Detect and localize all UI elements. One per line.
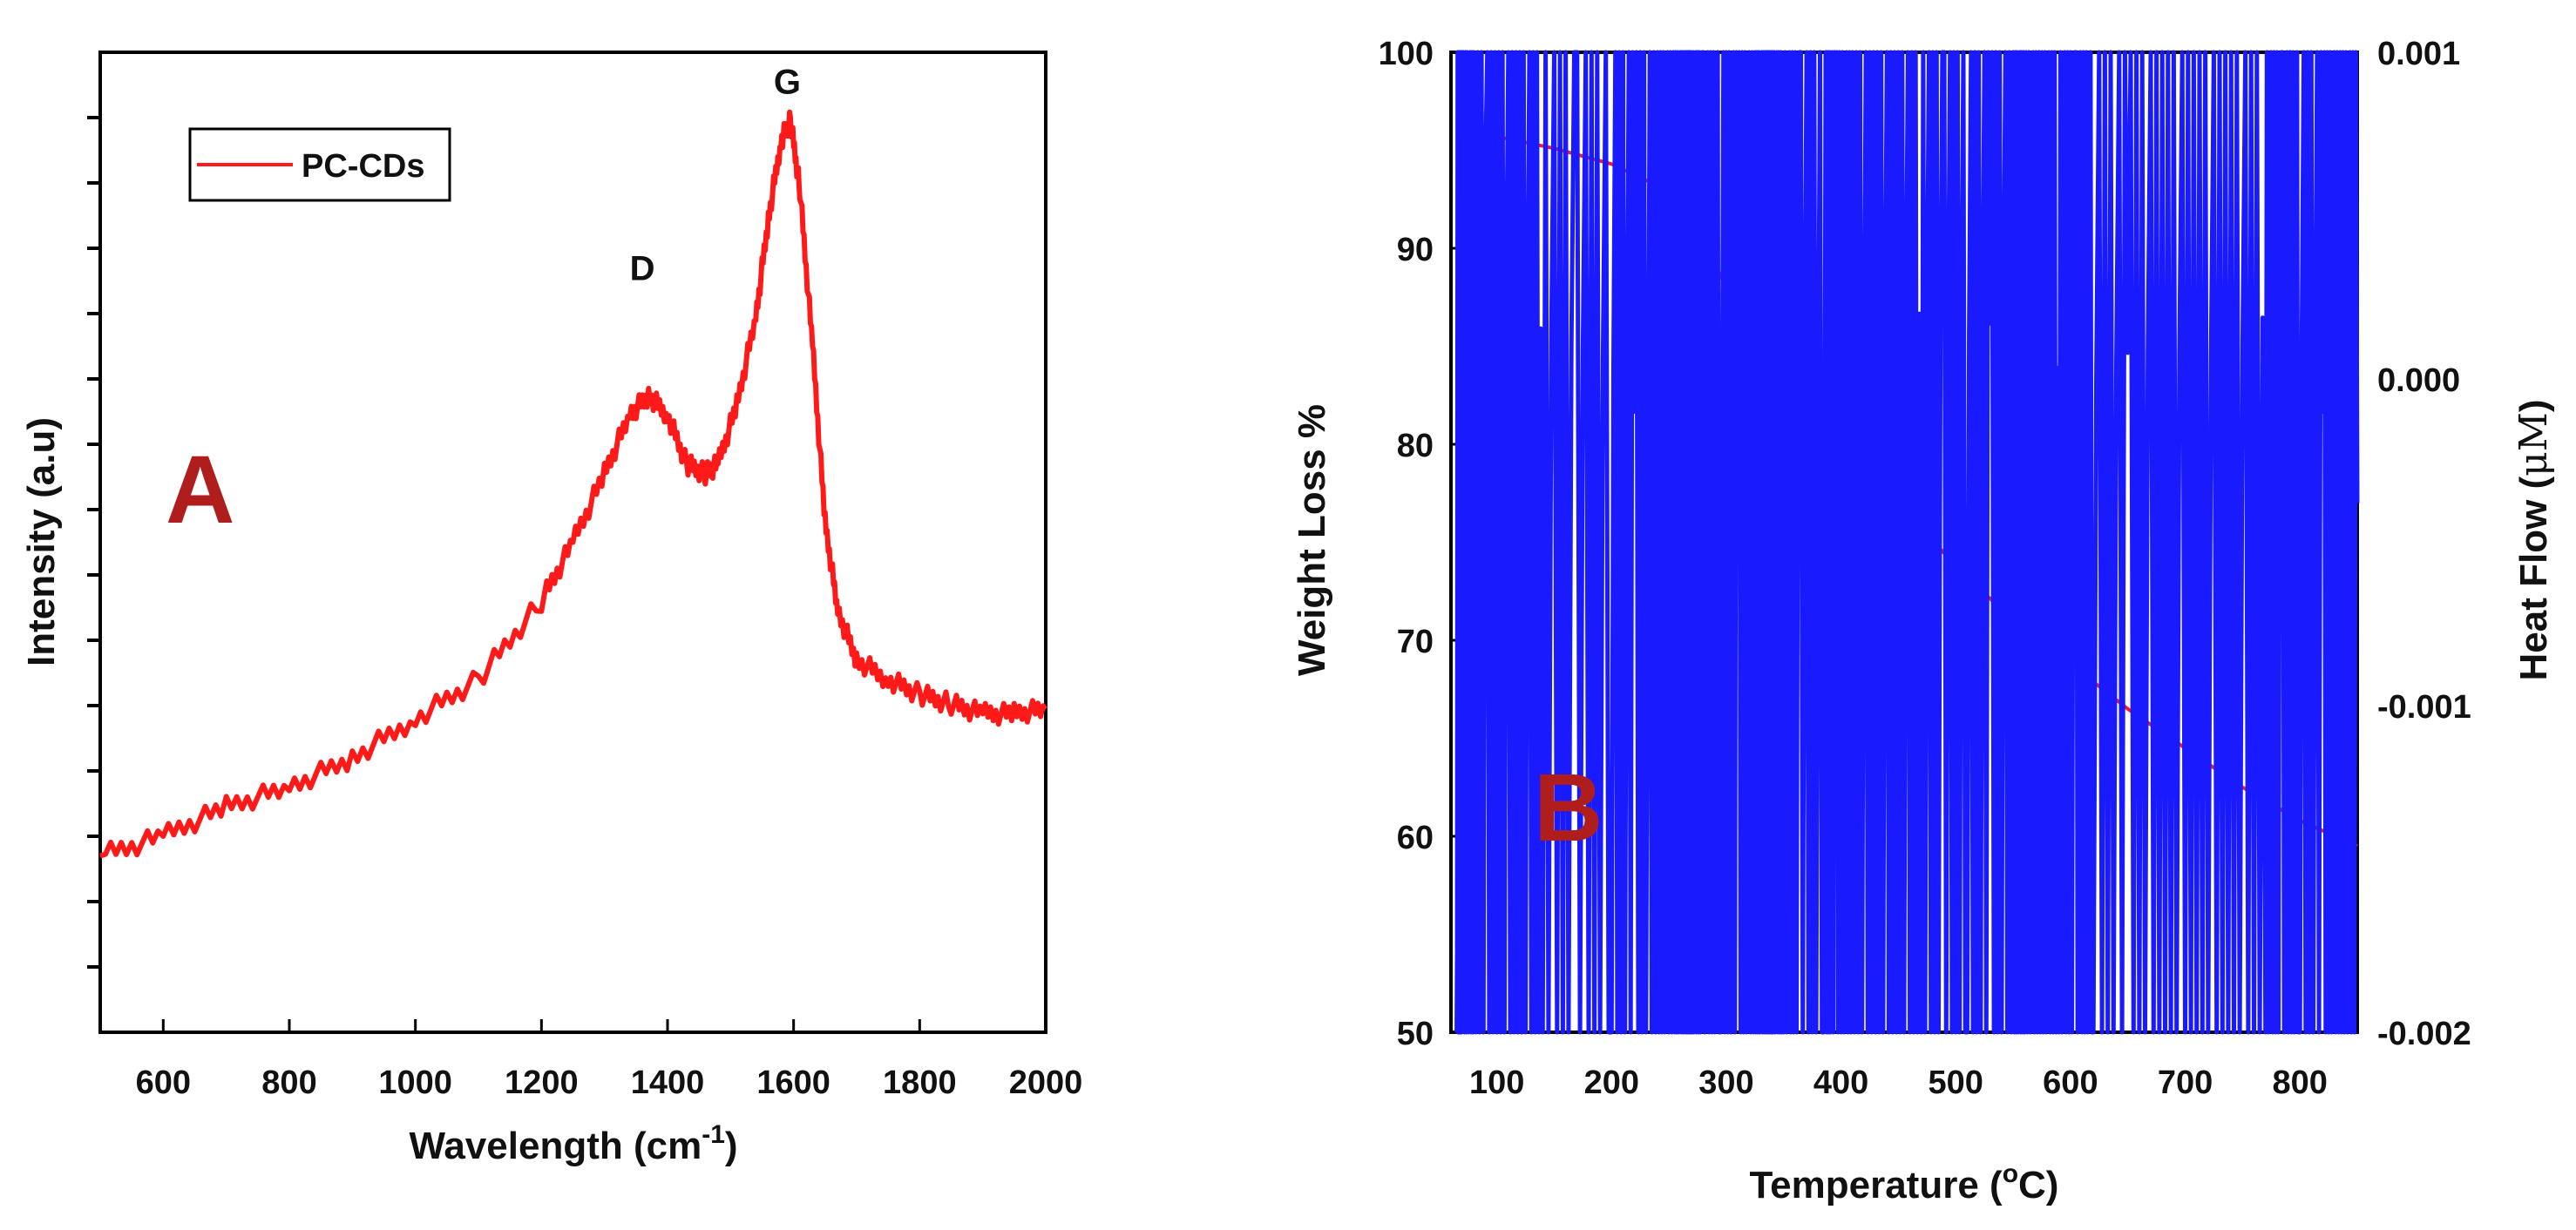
panel-b-y-ticks: 50 60 70 80 90 100 bbox=[1379, 36, 1462, 1052]
x-tick-label: 500 bbox=[1929, 1064, 1983, 1101]
y2-label-unit: μM bbox=[2512, 412, 2556, 476]
x-label-close: ) bbox=[725, 1125, 738, 1167]
panel-label-b: B bbox=[1534, 754, 1603, 862]
panel-a-x-axis-label: Wavelength (cm-1) bbox=[409, 1120, 737, 1167]
x-tick-label: 1400 bbox=[631, 1064, 705, 1101]
y2-label-close: ) bbox=[2512, 400, 2555, 413]
series-line-heat-flow bbox=[1454, 50, 2360, 1035]
panel-label-a: A bbox=[166, 436, 234, 544]
y2-tick-label: 0.000 bbox=[2377, 362, 2460, 399]
panel-a-x-ticks: 600 800 1000 1200 1400 1600 1800 2000 bbox=[136, 1019, 1083, 1101]
x-tick-label: 2000 bbox=[1009, 1064, 1083, 1101]
x-tick-label: 800 bbox=[2272, 1064, 2327, 1101]
x-tick-label: 1800 bbox=[883, 1064, 957, 1101]
y-tick-label: 70 bbox=[1397, 624, 1434, 660]
panel-a: 600 800 1000 1200 1400 1600 1800 2000 PC-CDs D … bbox=[20, 51, 1083, 1167]
y2-tick-label: 0.001 bbox=[2377, 36, 2460, 72]
y-tick-label: 90 bbox=[1397, 232, 1434, 268]
x-label-text: Wavelength (cm bbox=[409, 1125, 702, 1167]
panel-b: 100 200 300 400 500 600 700 800 50 60 70 80 90 100 -… bbox=[1291, 36, 2556, 1206]
x-tick-label: 200 bbox=[1584, 1064, 1639, 1101]
x-tick-label: 700 bbox=[2158, 1064, 2213, 1101]
x-label-superscript-b: o bbox=[2003, 1159, 2018, 1188]
y2-tick-label: -0.001 bbox=[2377, 689, 2471, 726]
y-tick-label: 60 bbox=[1397, 820, 1434, 856]
y-tick-label: 100 bbox=[1379, 36, 1434, 72]
y2-label-text: Heat Flow ( bbox=[2512, 476, 2555, 680]
x-tick-label: 1000 bbox=[378, 1064, 452, 1101]
x-tick-label: 600 bbox=[136, 1064, 191, 1101]
x-tick-label: 300 bbox=[1698, 1064, 1753, 1101]
peak-label-d: D bbox=[630, 249, 655, 287]
peak-label-g: G bbox=[774, 64, 801, 102]
panel-a-y-axis-label: Intensity (a.u) bbox=[20, 417, 63, 666]
y-tick-label: 80 bbox=[1397, 428, 1434, 464]
panel-a-plot-frame bbox=[98, 51, 1047, 1034]
x-tick-label: 100 bbox=[1469, 1064, 1524, 1101]
x-tick-label: 800 bbox=[261, 1064, 316, 1101]
y2-tick-label: -0.002 bbox=[2377, 1016, 2471, 1052]
panel-b-y-axis-label: Weight Loss % bbox=[1291, 404, 1333, 676]
panel-a-legend: PC-CDs bbox=[188, 127, 451, 202]
panel-b-y2-ticks: -0.002 -0.001 0.000 0.001 bbox=[2346, 36, 2471, 1052]
x-label-superscript: -1 bbox=[702, 1120, 725, 1149]
panel-b-x-axis-label: Temperature (oC) bbox=[1750, 1159, 2059, 1206]
x-tick-label: 1600 bbox=[756, 1064, 830, 1101]
series-line-pc-cds bbox=[99, 109, 1048, 859]
x-label-close-b: C) bbox=[2018, 1164, 2058, 1206]
panel-a-y-ticks bbox=[87, 116, 100, 969]
x-tick-label: 400 bbox=[1813, 1064, 1868, 1101]
x-label-text-b: Temperature ( bbox=[1750, 1164, 2003, 1206]
x-tick-label: 1200 bbox=[505, 1064, 579, 1101]
legend-label-pc-cds: PC-CDs bbox=[302, 148, 424, 185]
y-tick-label: 50 bbox=[1397, 1016, 1434, 1052]
panel-b-y2-axis-label: Heat Flow (μM) bbox=[2512, 400, 2556, 681]
x-tick-label: 600 bbox=[2043, 1064, 2098, 1101]
